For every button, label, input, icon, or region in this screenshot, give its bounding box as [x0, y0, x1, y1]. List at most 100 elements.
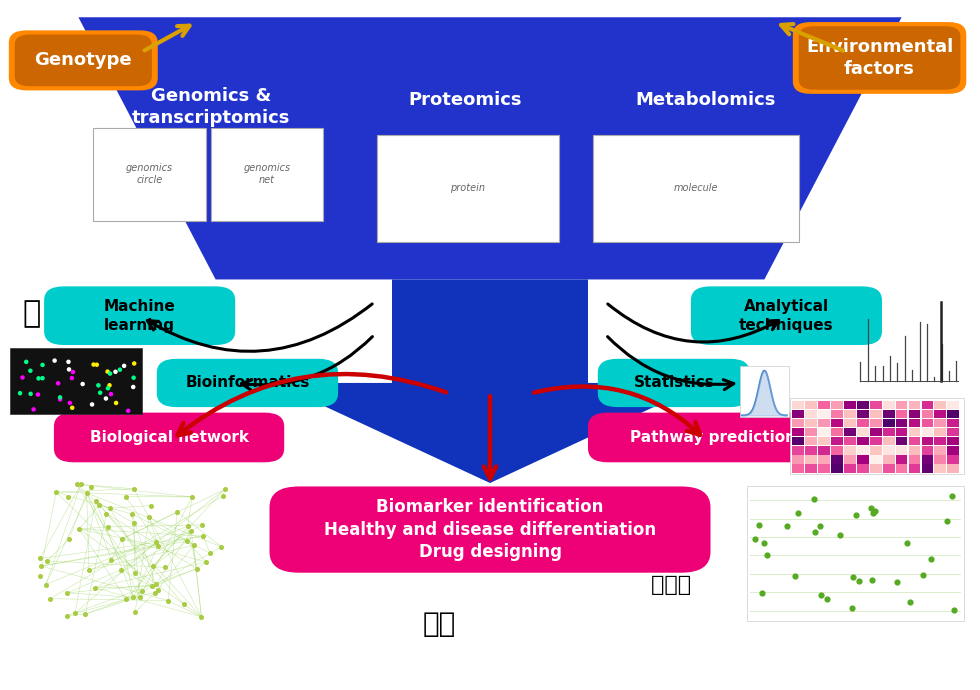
Point	[52, 392, 68, 403]
Point	[69, 479, 84, 490]
Point	[889, 577, 905, 588]
Point	[23, 388, 38, 400]
Point	[126, 518, 142, 529]
Bar	[921, 401, 933, 409]
Bar	[935, 401, 947, 409]
Bar	[805, 437, 816, 446]
Bar	[831, 410, 843, 418]
Bar	[948, 410, 959, 418]
Bar	[831, 401, 843, 409]
Point	[32, 553, 48, 564]
Point	[125, 483, 141, 494]
Bar	[844, 437, 856, 446]
Bar	[831, 428, 843, 437]
Text: Machine
learning: Machine learning	[104, 299, 175, 333]
Bar	[883, 419, 895, 427]
Point	[132, 591, 148, 602]
Point	[848, 510, 863, 521]
Point	[30, 389, 46, 400]
FancyBboxPatch shape	[9, 30, 158, 90]
Bar	[883, 455, 895, 464]
Point	[217, 484, 232, 495]
FancyBboxPatch shape	[598, 359, 750, 407]
Bar	[935, 455, 947, 464]
Bar	[896, 401, 907, 409]
Point	[812, 520, 828, 531]
Point	[112, 364, 127, 375]
Bar	[935, 446, 947, 455]
Text: Pathway prediction: Pathway prediction	[630, 430, 796, 445]
Bar	[896, 410, 907, 418]
FancyBboxPatch shape	[747, 486, 964, 621]
Point	[149, 536, 165, 547]
Bar	[948, 455, 959, 464]
Point	[832, 529, 848, 540]
Bar	[948, 437, 959, 446]
Point	[819, 593, 835, 604]
Point	[103, 388, 119, 400]
Point	[184, 491, 200, 502]
Bar	[908, 401, 920, 409]
Bar	[921, 464, 933, 473]
Bar	[857, 410, 868, 418]
Text: Genomics &
transcriptomics: Genomics & transcriptomics	[131, 87, 290, 127]
Bar	[948, 419, 959, 427]
Point	[81, 564, 97, 575]
Point	[198, 557, 214, 568]
Point	[30, 373, 46, 384]
Bar	[805, 455, 816, 464]
Bar	[921, 437, 933, 446]
Bar	[908, 437, 920, 446]
Point	[141, 512, 157, 523]
Bar	[792, 401, 804, 409]
Point	[47, 355, 63, 366]
Point	[104, 554, 120, 565]
Bar	[869, 464, 882, 473]
Point	[158, 562, 173, 573]
Bar	[831, 419, 843, 427]
Point	[945, 491, 960, 502]
Point	[68, 608, 83, 619]
FancyBboxPatch shape	[593, 135, 799, 242]
Bar	[935, 410, 947, 418]
Point	[903, 597, 918, 608]
Point	[867, 505, 883, 516]
Bar	[805, 464, 816, 473]
Point	[102, 368, 118, 379]
Point	[183, 525, 199, 536]
Point	[123, 509, 139, 520]
Bar	[857, 428, 868, 437]
Point	[62, 397, 77, 408]
Bar	[896, 464, 907, 473]
Point	[72, 524, 87, 535]
Bar	[935, 437, 947, 446]
Point	[806, 493, 821, 504]
Point	[100, 383, 116, 394]
Bar	[869, 455, 882, 464]
Bar	[792, 419, 804, 427]
Point	[19, 356, 34, 367]
Point	[64, 373, 79, 384]
Point	[751, 520, 766, 531]
Point	[78, 487, 94, 498]
Bar	[831, 464, 843, 473]
Point	[845, 602, 860, 613]
Point	[754, 587, 769, 598]
FancyBboxPatch shape	[15, 34, 152, 86]
Text: Environmental
factors: Environmental factors	[806, 38, 954, 78]
Point	[114, 564, 129, 575]
Bar	[857, 464, 868, 473]
Point	[899, 538, 914, 549]
Bar	[948, 464, 959, 473]
Bar	[883, 410, 895, 418]
Point	[84, 399, 100, 410]
Point	[202, 547, 218, 558]
Bar	[792, 446, 804, 455]
Bar	[908, 464, 920, 473]
Point	[125, 592, 141, 603]
Text: Biological network: Biological network	[89, 430, 249, 445]
Bar	[792, 464, 804, 473]
FancyBboxPatch shape	[54, 413, 284, 462]
Point	[117, 360, 132, 371]
Point	[788, 571, 804, 582]
